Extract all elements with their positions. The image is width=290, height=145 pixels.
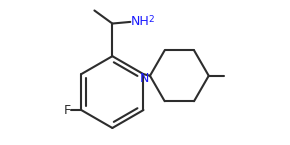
Text: NH: NH [131,15,150,28]
Text: N: N [140,72,149,85]
Text: 2: 2 [149,14,154,23]
Text: F: F [64,104,71,117]
